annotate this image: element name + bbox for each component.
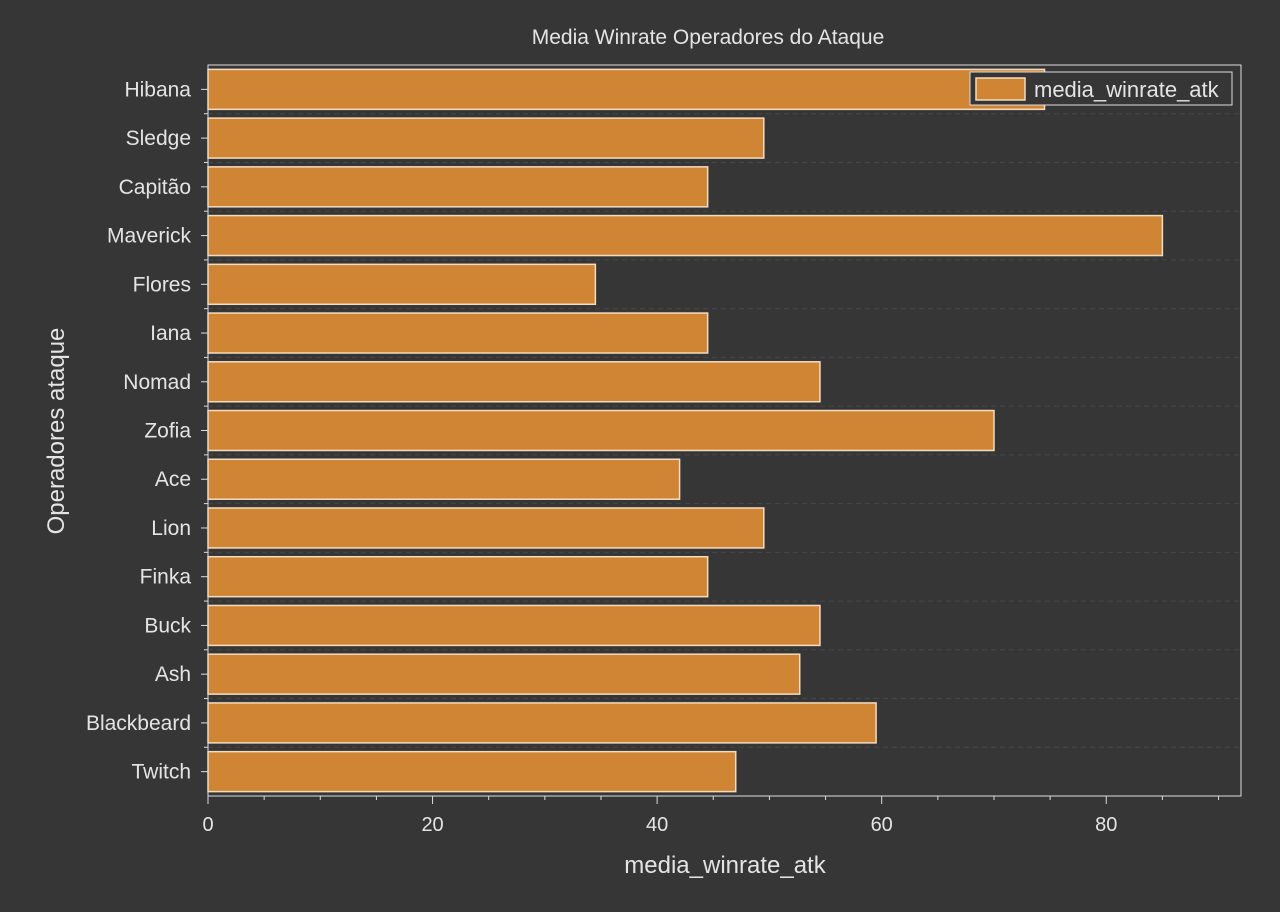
y-tick-label: Finka [140, 566, 192, 589]
y-tick-label: Ash [155, 663, 191, 686]
bar-lion [207, 507, 765, 549]
y-tick-label: Buck [144, 614, 191, 637]
bar-blackbeard [207, 702, 877, 744]
bars [207, 68, 1164, 793]
x-tick-label: 20 [421, 814, 443, 836]
bar-buck [207, 604, 821, 647]
y-tick-label: Iana [150, 322, 191, 345]
legend-label: media_winrate_atk [1034, 77, 1220, 102]
bar-flores [207, 263, 597, 306]
bar-ash [207, 653, 801, 695]
y-tick-label: Ace [155, 468, 191, 491]
y-tick-label: Zofia [144, 420, 191, 443]
chart-title: Media Winrate Operadores do Ataque [532, 26, 885, 49]
y-tick-label: Nomad [123, 371, 191, 394]
bar-twitch [207, 750, 737, 793]
y-tick-label: Blackbeard [86, 712, 191, 735]
grid-lines [208, 113, 1241, 748]
y-tick-label: Sledge [126, 127, 191, 150]
bar-ace [207, 458, 681, 500]
x-axis-label: media_winrate_atk [624, 852, 826, 879]
x-tick-label: 80 [1095, 814, 1117, 836]
bar-zofia [207, 409, 995, 452]
y-axis-label: Operadores ataque [43, 328, 70, 535]
x-tick-label: 60 [871, 814, 893, 836]
bar-iana [207, 312, 709, 354]
bar-capit-o [207, 166, 709, 208]
bar-finka [207, 555, 709, 598]
y-tick-label: Maverick [107, 225, 192, 248]
ticks: Hibana Sledge Capitão Maverick Flores Iana Nom… [86, 78, 1220, 836]
bar-hibana [207, 68, 1046, 111]
y-tick-label: Capitão [119, 176, 191, 199]
y-tick-label: Flores [133, 273, 191, 296]
legend: media_winrate_atk [969, 71, 1233, 106]
x-tick-label: 0 [202, 814, 213, 836]
x-tick-label: 40 [646, 814, 668, 836]
legend-swatch [975, 77, 1026, 101]
bar-sledge [207, 117, 765, 159]
y-tick-label: Lion [151, 517, 191, 540]
bar-nomad [207, 361, 821, 403]
y-tick-label: Hibana [124, 78, 191, 101]
bar-maverick [207, 214, 1164, 257]
y-tick-label: Twitch [131, 761, 191, 784]
